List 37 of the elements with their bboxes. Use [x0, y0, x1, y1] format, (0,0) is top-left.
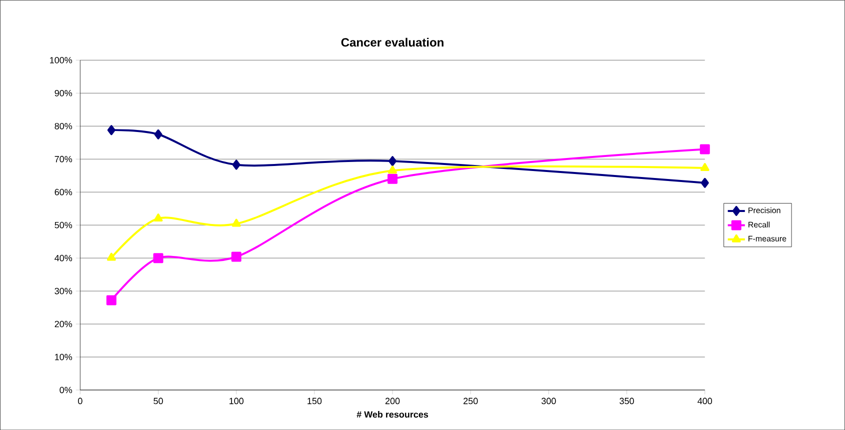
point: [232, 160, 240, 170]
y-tick-label: 20%: [54, 320, 72, 328]
x-tick-label: 400: [698, 398, 712, 404]
point: [388, 174, 398, 184]
point: [700, 178, 709, 188]
point: [388, 166, 397, 174]
y-tick-label: 10%: [55, 354, 72, 360]
y-tick-label: 40%: [54, 254, 72, 262]
x-tick-label: 0: [78, 398, 82, 404]
y-tick-label: 0%: [60, 386, 72, 394]
x-tick-label: 300: [542, 398, 556, 404]
y-tick-label: 70%: [54, 156, 72, 162]
point: [388, 156, 397, 166]
y-tick-label: 90%: [54, 90, 72, 96]
x-tick-label: 100: [230, 398, 244, 404]
y-tick-label: 100%: [50, 56, 72, 64]
x-tick-label: 200: [385, 398, 400, 404]
y-tick-label: 30%: [54, 288, 72, 294]
y-tick-label: 60%: [54, 188, 72, 196]
point: [700, 162, 710, 171]
chart-title: Cancer evaluation: [341, 38, 444, 47]
x-axis-title: # Web resources: [356, 410, 428, 418]
point: [154, 129, 162, 140]
y-tick-label: 50%: [54, 222, 72, 228]
point: [106, 295, 116, 306]
point: [107, 125, 116, 135]
x-tick-label: 250: [464, 398, 478, 404]
point: [153, 252, 164, 263]
x-tick-label: 50: [154, 398, 163, 404]
point: [700, 144, 710, 154]
x-tick-label: 350: [620, 398, 634, 404]
y-tick-label: 80%: [54, 122, 72, 130]
point: [154, 213, 163, 222]
point: [106, 252, 116, 261]
point: [231, 252, 242, 262]
point: [232, 218, 241, 227]
x-tick-label: 150: [308, 398, 322, 404]
